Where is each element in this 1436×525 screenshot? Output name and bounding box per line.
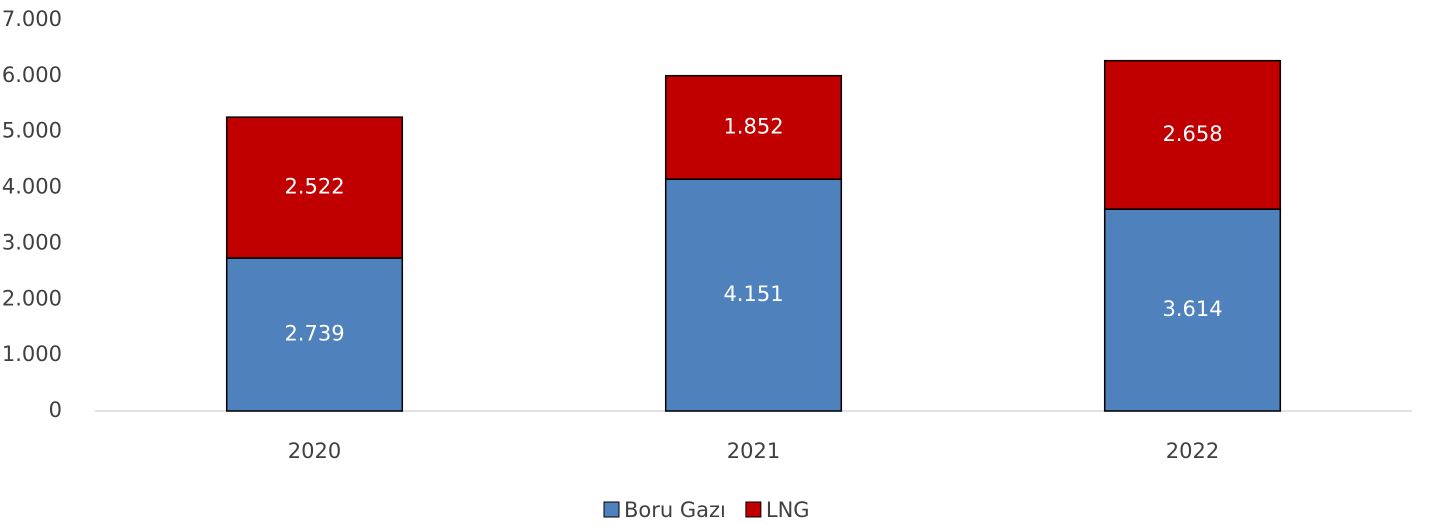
y-tick-label: 5.000 bbox=[2, 119, 62, 143]
data-label: 2.739 bbox=[284, 322, 344, 346]
bar-segment bbox=[1103, 59, 1282, 210]
data-label: 3.614 bbox=[1162, 297, 1222, 321]
x-tick-label: 2022 bbox=[1166, 439, 1219, 463]
y-tick-label: 3.000 bbox=[2, 230, 62, 254]
data-label: 1.852 bbox=[723, 114, 783, 138]
x-tick-label: 2021 bbox=[727, 439, 780, 463]
legend-label: Boru Gazı bbox=[624, 498, 726, 522]
bar-segment bbox=[664, 178, 843, 412]
legend-swatch bbox=[745, 501, 762, 518]
bar-segment bbox=[1103, 208, 1282, 412]
bar-segment bbox=[225, 257, 404, 412]
y-tick-label: 4.000 bbox=[2, 175, 62, 199]
bar-segment bbox=[664, 74, 843, 180]
data-label: 2.522 bbox=[284, 175, 344, 199]
x-tick-label: 2020 bbox=[288, 439, 341, 463]
data-label: 2.658 bbox=[1162, 122, 1222, 146]
y-tick-label: 0 bbox=[49, 398, 62, 422]
y-tick-label: 6.000 bbox=[2, 63, 62, 87]
data-label: 4.151 bbox=[723, 282, 783, 306]
y-tick-label: 7.000 bbox=[2, 7, 62, 31]
y-tick-label: 2.000 bbox=[2, 286, 62, 310]
bar-segment bbox=[225, 116, 404, 259]
legend-swatch bbox=[603, 501, 620, 518]
y-tick-label: 1.000 bbox=[2, 342, 62, 366]
legend-label: LNG bbox=[766, 498, 810, 522]
